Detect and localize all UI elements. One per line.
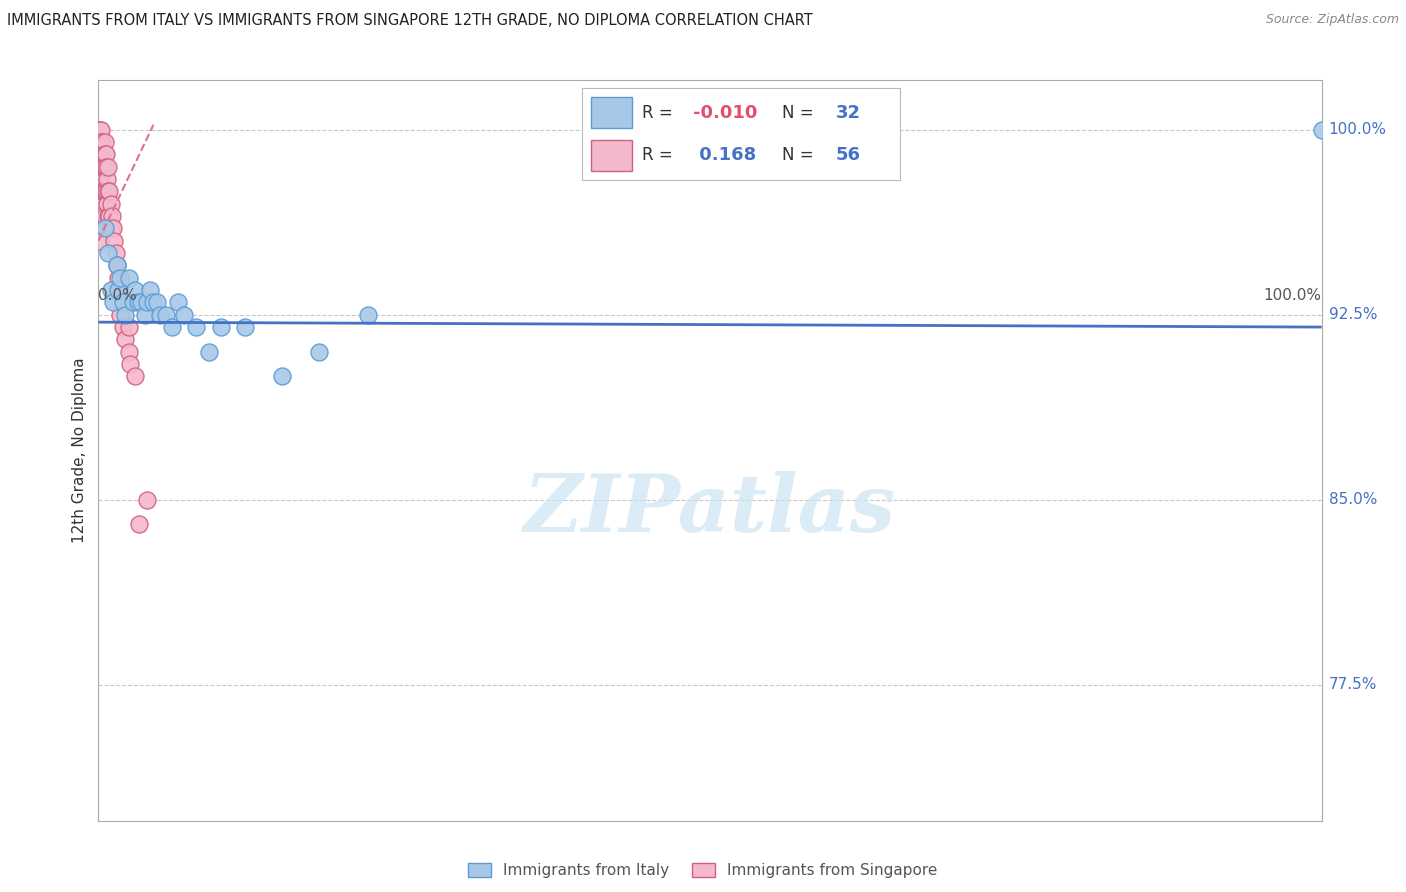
Point: [114, 332, 136, 346]
Point: [97, 246, 120, 260]
Point: [94, 185, 117, 199]
Point: [100, 196, 122, 211]
Point: [94, 160, 117, 174]
Point: [89, 172, 111, 186]
Text: 100.0%: 100.0%: [1264, 287, 1322, 302]
Point: [118, 270, 141, 285]
Point: [91, 185, 114, 199]
Point: [91, 147, 114, 161]
Point: [105, 259, 128, 273]
Point: [97, 160, 120, 174]
Point: [89, 196, 111, 211]
Point: [89, 221, 111, 235]
Point: [356, 308, 378, 322]
Point: [209, 320, 232, 334]
Text: 92.5%: 92.5%: [1329, 307, 1376, 322]
Point: [173, 308, 195, 322]
Text: ZIPatlas: ZIPatlas: [524, 471, 896, 549]
Point: [118, 320, 141, 334]
Point: [96, 172, 118, 186]
Point: [1310, 122, 1333, 136]
Point: [110, 270, 132, 285]
Point: [91, 185, 114, 199]
Point: [104, 246, 127, 260]
Point: [91, 147, 114, 161]
Point: [89, 135, 111, 149]
Point: [128, 517, 150, 532]
Text: Source: ZipAtlas.com: Source: ZipAtlas.com: [1265, 13, 1399, 27]
Point: [93, 147, 115, 161]
Point: [127, 295, 149, 310]
Point: [142, 295, 165, 310]
Point: [107, 270, 129, 285]
Point: [197, 344, 219, 359]
Point: [101, 295, 124, 310]
Point: [90, 147, 112, 161]
Point: [101, 221, 124, 235]
Text: 85.0%: 85.0%: [1329, 492, 1376, 508]
Point: [100, 221, 122, 235]
Point: [111, 320, 134, 334]
Point: [134, 308, 156, 322]
Point: [107, 283, 129, 297]
Point: [90, 122, 112, 136]
Point: [91, 135, 114, 149]
Point: [114, 308, 136, 322]
Point: [111, 295, 134, 310]
Point: [108, 283, 131, 297]
Point: [136, 492, 159, 507]
Point: [89, 185, 111, 199]
Point: [90, 172, 112, 186]
Point: [93, 221, 115, 235]
Point: [98, 185, 121, 199]
Point: [129, 295, 152, 310]
Point: [89, 209, 111, 223]
Point: [160, 320, 183, 334]
Point: [89, 234, 111, 248]
Point: [121, 295, 143, 310]
Text: 77.5%: 77.5%: [1329, 677, 1376, 692]
Point: [91, 160, 114, 174]
Point: [146, 295, 169, 310]
Point: [139, 283, 162, 297]
Point: [120, 357, 142, 371]
Point: [96, 196, 118, 211]
Point: [124, 283, 146, 297]
Text: IMMIGRANTS FROM ITALY VS IMMIGRANTS FROM SINGAPORE 12TH GRADE, NO DIPLOMA CORREL: IMMIGRANTS FROM ITALY VS IMMIGRANTS FROM…: [7, 13, 813, 29]
Point: [97, 185, 120, 199]
Point: [155, 308, 177, 322]
Point: [118, 344, 141, 359]
Point: [89, 122, 111, 136]
Point: [167, 295, 190, 310]
Point: [233, 320, 256, 334]
Point: [270, 369, 294, 384]
Point: [98, 209, 121, 223]
Text: 0.0%: 0.0%: [98, 287, 138, 302]
Point: [93, 209, 115, 223]
Point: [89, 160, 111, 174]
Legend: Immigrants from Italy, Immigrants from Singapore: Immigrants from Italy, Immigrants from S…: [463, 857, 943, 884]
Point: [93, 135, 115, 149]
Point: [90, 160, 112, 174]
Point: [186, 320, 208, 334]
Point: [97, 209, 120, 223]
Point: [124, 369, 146, 384]
Y-axis label: 12th Grade, No Diploma: 12th Grade, No Diploma: [72, 358, 87, 543]
Point: [90, 135, 112, 149]
Point: [89, 122, 111, 136]
Point: [91, 160, 114, 174]
Point: [308, 344, 330, 359]
Point: [101, 209, 124, 223]
Point: [136, 295, 159, 310]
Point: [100, 283, 122, 297]
Point: [94, 147, 117, 161]
Point: [149, 308, 172, 322]
Point: [89, 147, 111, 161]
Text: 100.0%: 100.0%: [1329, 122, 1386, 137]
Point: [93, 160, 115, 174]
Point: [103, 234, 125, 248]
Point: [93, 185, 115, 199]
Point: [105, 259, 128, 273]
Point: [110, 308, 132, 322]
